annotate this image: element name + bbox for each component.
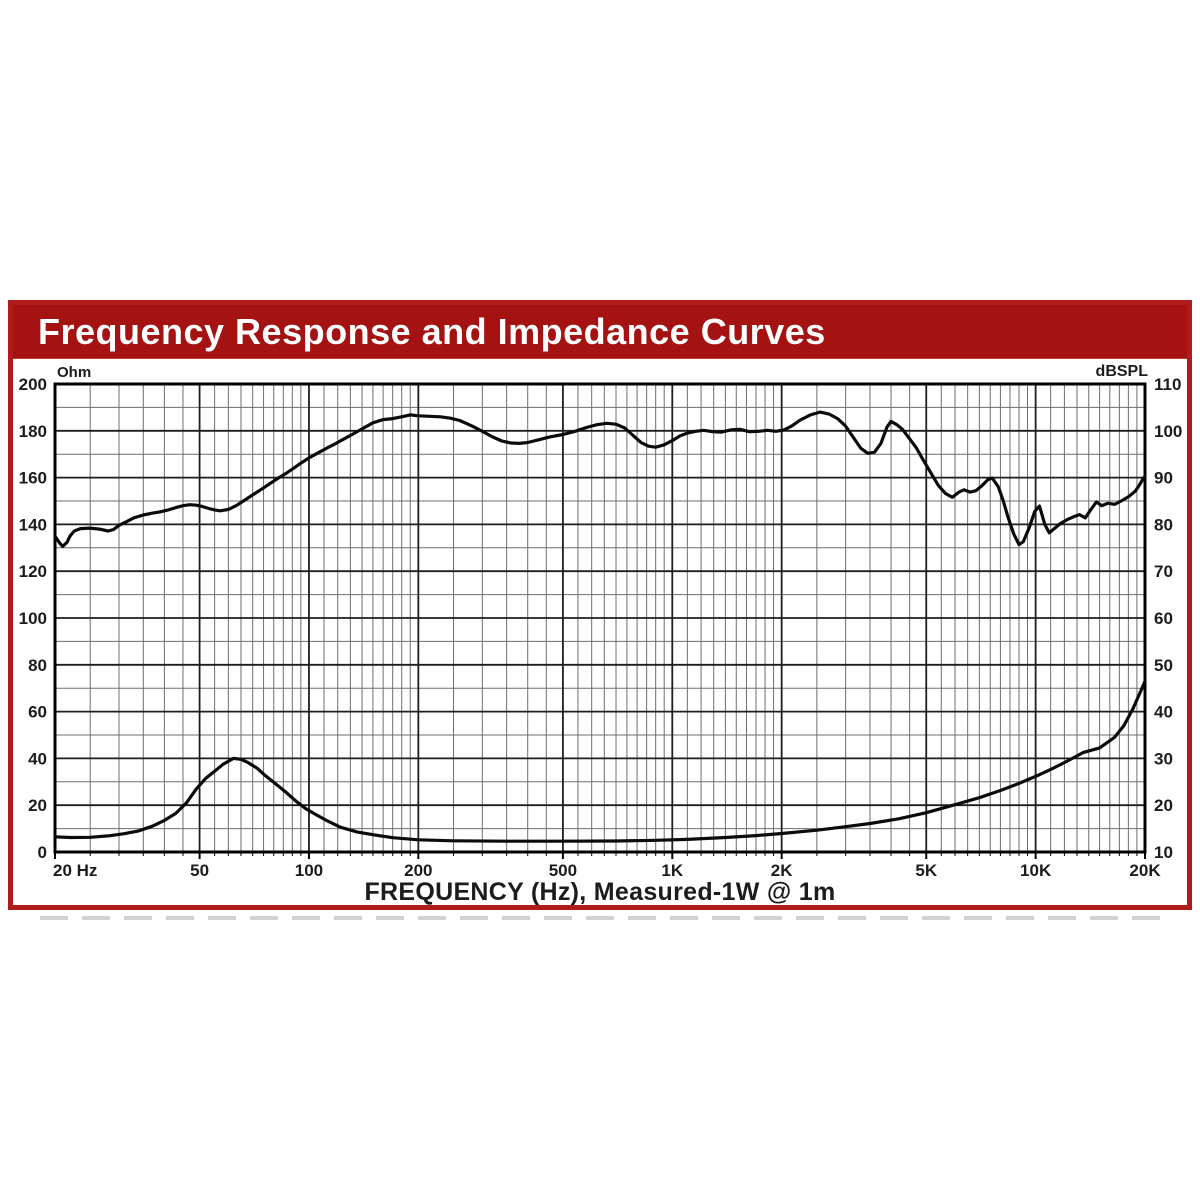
frequency-impedance-plot: 0 20 40 60 80 100 120 140 160 180 200 10 20 30 40 50 60 7… [19, 363, 1183, 880]
y-right-axis-unit-label: dBSPL [1096, 363, 1149, 380]
x-tick-labels: 20 Hz 50 100 200 500 1K 2K 5K 10K 20K [53, 861, 1161, 880]
x-tick-label: 2K [771, 861, 793, 880]
y-left-tick-label: 200 [19, 375, 47, 394]
y-left-tick-label: 80 [28, 656, 47, 675]
y-right-tick-label: 10 [1154, 843, 1173, 862]
x-tick-marks [54, 852, 1146, 859]
y-right-tick-label: 60 [1154, 609, 1173, 628]
y-left-tick-label: 0 [38, 843, 47, 862]
y-left-tick-label: 180 [19, 422, 47, 441]
y-right-tick-label: 20 [1154, 796, 1173, 815]
x-tick-label: 1K [661, 861, 683, 880]
y-right-tick-label: 100 [1154, 422, 1182, 441]
y-right-tick-label: 30 [1154, 749, 1173, 768]
y-left-tick-label: 140 [19, 515, 47, 534]
y-left-axis-unit-label: Ohm [57, 364, 91, 381]
frequency-response-curve [53, 410, 1147, 548]
x-tick-label: 50 [190, 861, 209, 880]
impedance-curve [53, 679, 1147, 843]
y-left-tick-labels: 0 20 40 60 80 100 120 140 160 180 200 [19, 375, 47, 862]
y-right-tick-label: 110 [1154, 375, 1181, 394]
chart-area: 0 20 40 60 80 100 120 140 160 180 200 10 20 30 40 50 60 7… [13, 359, 1187, 906]
y-right-tick-label: 40 [1154, 703, 1173, 722]
x-tick-label: 10K [1020, 861, 1052, 880]
y-left-tick-label: 20 [28, 796, 47, 815]
x-tick-label: 5K [915, 861, 937, 880]
y-right-tick-label: 50 [1154, 656, 1173, 675]
x-tick-label: 100 [295, 861, 323, 880]
chart-title-bar: Frequency Response and Impedance Curves [13, 305, 1187, 359]
y-left-tick-label: 60 [28, 703, 47, 722]
x-axis-title: FREQUENCY (Hz), Measured-1W @ 1m [364, 878, 836, 906]
x-tick-label: 200 [404, 861, 432, 880]
x-tick-label: 20 Hz [53, 861, 97, 880]
y-left-tick-label: 100 [19, 609, 47, 628]
y-right-tick-label: 80 [1154, 515, 1173, 534]
datasheet-panel: Frequency Response and Impedance Curves … [8, 300, 1192, 910]
plot-border [53, 382, 1147, 854]
y-left-tick-label: 120 [19, 562, 47, 581]
y-left-tick-label: 40 [28, 749, 47, 768]
x-tick-label: 500 [549, 861, 577, 880]
chart-title: Frequency Response and Impedance Curves [38, 310, 826, 352]
scan-artifact-dashes [40, 916, 1170, 920]
y-right-tick-label: 70 [1154, 562, 1173, 581]
y-left-tick-label: 160 [19, 469, 47, 488]
grid-major [54, 383, 1146, 853]
x-tick-label: 20K [1129, 861, 1161, 880]
y-right-tick-labels: 10 20 30 40 50 60 70 80 90 100 110 [1154, 375, 1182, 862]
y-right-tick-label: 90 [1154, 469, 1173, 488]
